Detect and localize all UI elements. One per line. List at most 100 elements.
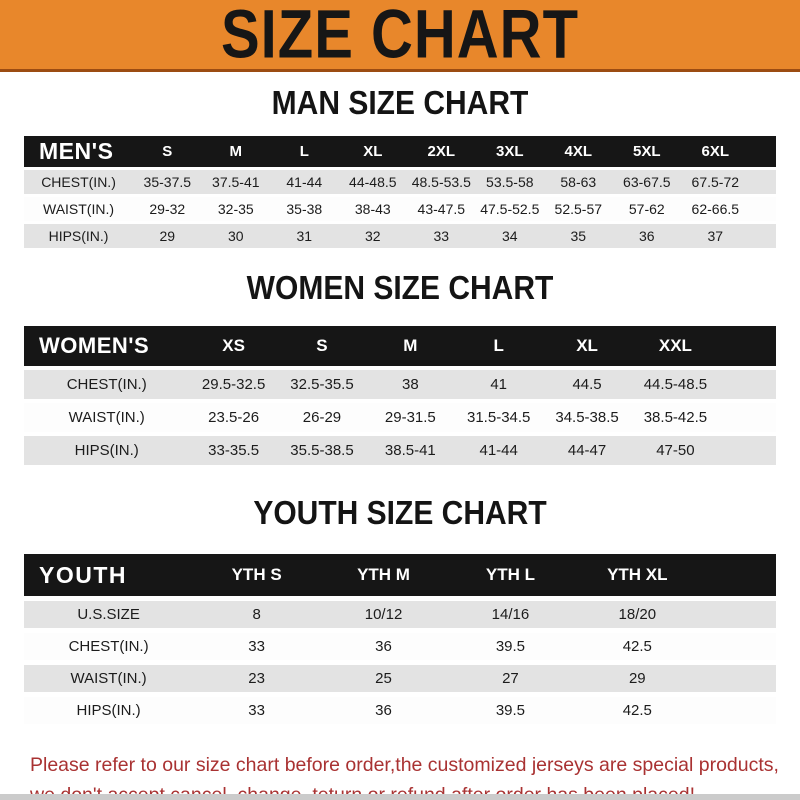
mens-size-table: MEN'S S M L XL 2XL 3XL 4XL 5XL 6XL CHEST(IN.) 35-37…: [24, 133, 776, 251]
youth-size-table: YOUTH YTH S YTH M YTH L YTH XL U.S.SIZE 8 10/12…: [24, 549, 776, 729]
column-header: 2XL: [407, 136, 476, 167]
column-header: YTH L: [446, 554, 574, 596]
column-header: S: [133, 136, 202, 167]
row-spacer: [700, 601, 776, 628]
size-cell: 33: [193, 633, 321, 660]
size-cell: 67.5-72: [681, 170, 750, 194]
size-cell: 44.5: [542, 370, 632, 399]
size-cell: 35-37.5: [133, 170, 202, 194]
size-cell: 29-32: [133, 197, 202, 221]
size-cell: 39.5: [446, 633, 574, 660]
size-cell: 35: [544, 224, 613, 248]
table-row: HIPS(IN.) 33-35.5 35.5-38.5 38.5-41 41-44 44-…: [24, 436, 776, 465]
column-header: M: [366, 326, 455, 366]
size-cell: 32.5-35.5: [277, 370, 367, 399]
size-cell: 38.5-42.5: [631, 403, 720, 432]
table-row: HIPS(IN.) 33 36 39.5 42.5: [24, 697, 776, 724]
column-header: XL: [542, 326, 632, 366]
size-cell: 58-63: [544, 170, 613, 194]
banner-title: SIZE CHART: [221, 0, 579, 73]
size-cell: 26-29: [277, 403, 367, 432]
disclaimer-line-1: Please refer to our size chart before or…: [30, 754, 779, 776]
women-section-heading-text: WOMEN SIZE CHART: [246, 270, 554, 307]
size-cell: 63-67.5: [612, 170, 682, 194]
size-cell: 33: [193, 697, 321, 724]
size-cell: 38.5-41: [366, 436, 455, 465]
size-cell: 48.5-53.5: [407, 170, 476, 194]
table-title: MEN'S: [24, 136, 134, 167]
size-cell: 44-47: [542, 436, 632, 465]
size-cell: 33: [407, 224, 476, 248]
row-label: WAIST(IN.): [24, 403, 190, 432]
column-header: YTH S: [193, 554, 321, 596]
size-cell: 47-50: [631, 436, 720, 465]
size-cell: 27: [446, 665, 574, 692]
column-header: M: [201, 136, 271, 167]
row-label: HIPS(IN.): [24, 436, 190, 465]
header-spacer: [719, 326, 776, 366]
size-cell: 8: [193, 601, 321, 628]
size-cell: 25: [320, 665, 447, 692]
row-label: WAIST(IN.): [24, 665, 194, 692]
row-label: WAIST(IN.): [24, 197, 134, 221]
column-header: YTH XL: [573, 554, 701, 596]
size-cell: 29-31.5: [366, 403, 455, 432]
column-header: XL: [338, 136, 408, 167]
size-cell: 36: [612, 224, 682, 248]
column-header: XS: [189, 326, 278, 366]
table-row: HIPS(IN.) 29 30 31 32 33 34 35 36 37: [24, 224, 776, 248]
size-cell: 18/20: [573, 601, 701, 628]
row-label: CHEST(IN.): [24, 170, 134, 194]
size-cell: 14/16: [446, 601, 574, 628]
row-label: HIPS(IN.): [24, 224, 134, 248]
row-spacer: [700, 633, 776, 660]
column-header: L: [270, 136, 339, 167]
size-chart-banner: SIZE CHART: [0, 0, 800, 73]
row-spacer: [719, 403, 776, 432]
row-label: CHEST(IN.): [24, 370, 190, 399]
size-cell: 42.5: [573, 633, 701, 660]
women-section-heading: WOMEN SIZE CHART: [0, 270, 800, 307]
table-header-row: MEN'S S M L XL 2XL 3XL 4XL 5XL 6XL: [24, 136, 776, 167]
size-cell: 41: [454, 370, 543, 399]
table-row: CHEST(IN.) 35-37.5 37.5-41 41-44 44-48.5 48.5…: [24, 170, 776, 194]
size-cell: 53.5-58: [475, 170, 545, 194]
table-row: U.S.SIZE 8 10/12 14/16 18/20: [24, 601, 776, 628]
disclaimer-note: Please refer to our size chart before or…: [30, 750, 800, 800]
size-cell: 62-66.5: [681, 197, 750, 221]
table-title: YOUTH: [24, 554, 194, 596]
column-header: YTH M: [320, 554, 447, 596]
size-cell: 35.5-38.5: [277, 436, 367, 465]
row-spacer: [749, 170, 776, 194]
size-cell: 37.5-41: [201, 170, 271, 194]
column-header: XXL: [631, 326, 720, 366]
table-row: WAIST(IN.) 29-32 32-35 35-38 38-43 43-47.5 47.…: [24, 197, 776, 221]
size-cell: 57-62: [612, 197, 682, 221]
row-spacer: [749, 224, 776, 248]
size-cell: 29: [573, 665, 701, 692]
womens-size-table: WOMEN'S XS S M L XL XXL CHEST(IN.) 29.5-32.5 32.5…: [24, 322, 776, 469]
size-cell: 38: [366, 370, 455, 399]
size-cell: 31: [270, 224, 339, 248]
size-cell: 30: [201, 224, 271, 248]
youth-section-heading-text: YOUTH SIZE CHART: [253, 495, 547, 532]
column-header: 5XL: [612, 136, 682, 167]
table-row: CHEST(IN.) 33 36 39.5 42.5: [24, 633, 776, 660]
size-cell: 23: [193, 665, 321, 692]
size-cell: 36: [320, 697, 447, 724]
size-cell: 43-47.5: [407, 197, 476, 221]
man-section-heading-text: MAN SIZE CHART: [271, 85, 529, 122]
size-cell: 32-35: [201, 197, 271, 221]
row-label: HIPS(IN.): [24, 697, 194, 724]
column-header: L: [454, 326, 543, 366]
size-cell: 10/12: [320, 601, 447, 628]
size-cell: 33-35.5: [189, 436, 278, 465]
column-header: 3XL: [475, 136, 545, 167]
size-cell: 47.5-52.5: [475, 197, 545, 221]
size-cell: 39.5: [446, 697, 574, 724]
row-spacer: [719, 370, 776, 399]
size-cell: 41-44: [270, 170, 339, 194]
man-section-heading: MAN SIZE CHART: [0, 85, 800, 122]
column-header: 6XL: [681, 136, 750, 167]
table-header-row: YOUTH YTH S YTH M YTH L YTH XL: [24, 554, 776, 596]
